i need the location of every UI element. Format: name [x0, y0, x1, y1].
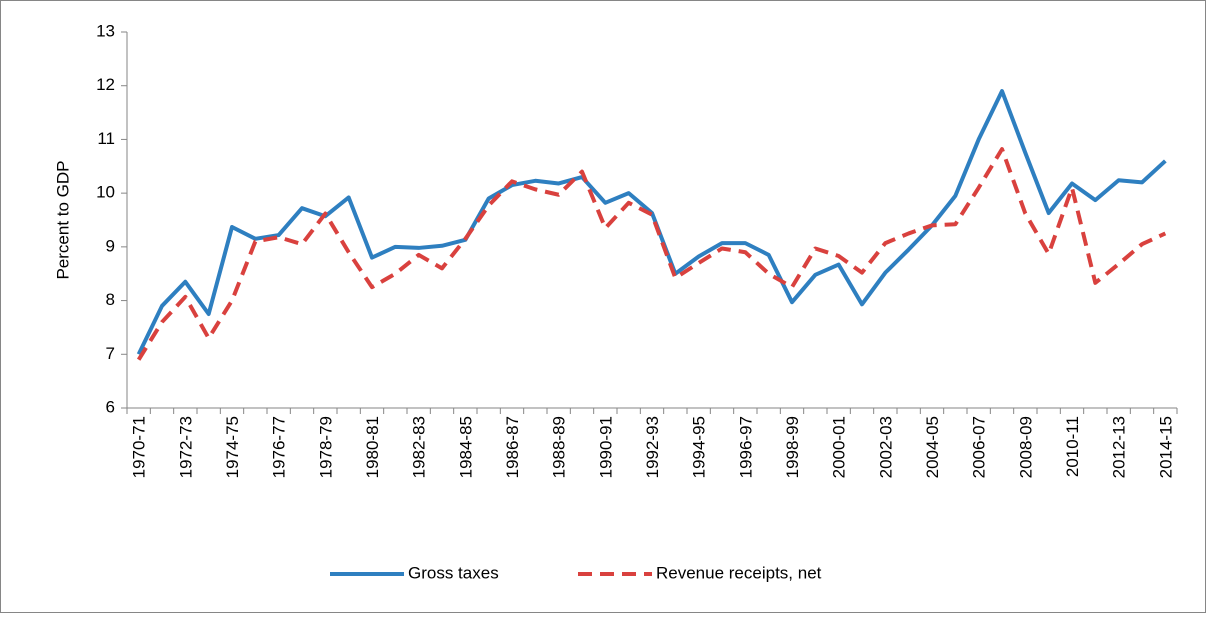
x-tick-label: 2002-03: [876, 416, 895, 478]
x-tick-label: 1976-77: [270, 416, 289, 478]
x-tick-label: 2014-15: [1156, 416, 1175, 478]
x-tick-label: 2004-05: [923, 416, 942, 478]
legend-label: Gross taxes: [408, 563, 499, 582]
y-tick-label: 12: [96, 75, 115, 94]
y-tick-label: 6: [106, 397, 115, 416]
y-tick-label: 7: [106, 344, 115, 363]
x-tick-label: 1990-91: [596, 416, 615, 478]
x-tick-label: 1978-79: [316, 416, 335, 478]
x-tick-label: 1996-97: [736, 416, 755, 478]
x-tick-label: 1986-87: [503, 416, 522, 478]
y-tick-label: 10: [96, 183, 115, 202]
x-tick-label: 1974-75: [223, 416, 242, 478]
x-tick-label: 1984-85: [456, 416, 475, 478]
y-tick-label: 8: [106, 290, 115, 309]
x-tick-label: 1972-73: [176, 416, 195, 478]
x-tick-label: 1988-89: [550, 416, 569, 478]
y-tick-label: 13: [96, 21, 115, 40]
x-tick-label: 1980-81: [363, 416, 382, 478]
x-tick-label: 2006-07: [970, 416, 989, 478]
y-axis-label: Percent to GDP: [53, 160, 72, 279]
x-tick-label: 1994-95: [690, 416, 709, 478]
x-tick-label: 1982-83: [410, 416, 429, 478]
x-tick-label: 1992-93: [643, 416, 662, 478]
x-tick-label: 1970-71: [130, 416, 149, 478]
y-tick-label: 9: [106, 236, 115, 255]
x-tick-label: 2008-09: [1016, 416, 1035, 478]
x-tick-label: 2000-01: [830, 416, 849, 478]
y-tick-label: 11: [97, 129, 115, 148]
x-tick-label: 2012-13: [1110, 416, 1129, 478]
x-tick-label: 2010-11: [1063, 416, 1082, 477]
x-tick-label: 1998-99: [783, 416, 802, 478]
line-series: [136, 147, 1167, 361]
legend-label: Revenue receipts, net: [656, 563, 822, 582]
